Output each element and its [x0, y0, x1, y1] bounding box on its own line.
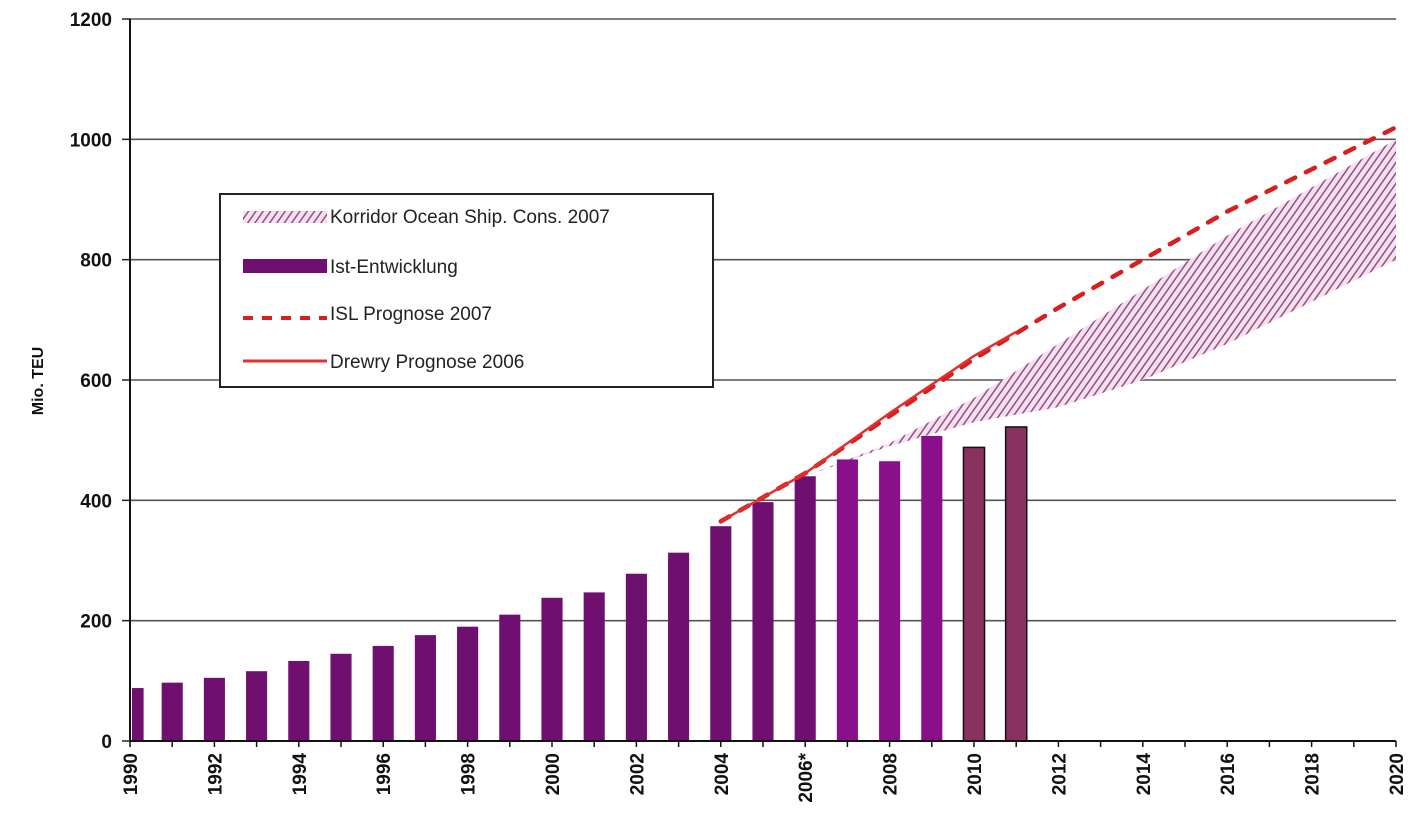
x-tick-label: 2014: [1134, 753, 1155, 796]
bar-1998: [457, 626, 479, 741]
bar-2004: [710, 526, 732, 741]
y-tick-label: 0: [101, 732, 112, 753]
bar-2008: [879, 461, 901, 741]
legend-label-ist: Ist-Entwicklung: [330, 257, 458, 278]
bar-2007: [836, 459, 858, 741]
y-tick-label: 400: [80, 491, 112, 512]
y-tick-label: 800: [80, 251, 112, 272]
x-tick-label: 2010: [965, 753, 986, 795]
x-tick-label: 2006*: [796, 752, 817, 802]
x-tick-label: 2004: [712, 753, 733, 796]
x-tick-label: 2020: [1387, 753, 1408, 795]
y-tick-label: 1200: [70, 10, 112, 31]
bar-2003: [668, 552, 690, 741]
bar-1990: [132, 688, 144, 741]
y-tick-label: 1000: [70, 130, 112, 151]
legend-box: [219, 193, 714, 388]
x-tick-label: 1990: [121, 753, 142, 795]
y-tick-label: 600: [80, 371, 112, 392]
x-tick-label: 2002: [627, 753, 648, 795]
drewry-forecast-line: [720, 330, 1017, 523]
x-tick-label: 2008: [881, 753, 902, 795]
bars: [132, 426, 1028, 742]
bar-1992: [203, 677, 225, 741]
y-axis-ticks: 0 200 400 600 800 1000 1200: [70, 10, 130, 753]
bar-1999: [499, 614, 521, 741]
x-tick-label: 1998: [459, 753, 480, 795]
bar-2005: [752, 502, 774, 741]
bar-1996: [372, 645, 394, 741]
legend-swatch-corridor: [243, 211, 327, 223]
legend-label-isl: ISL Prognose 2007: [330, 304, 492, 325]
corridor-layer: [805, 139, 1396, 477]
bar-1997: [414, 635, 436, 741]
x-tick-label: 2000: [543, 753, 564, 795]
bar-1995: [330, 653, 352, 741]
x-tick-label: 2012: [1049, 753, 1070, 795]
legend: Korridor Ocean Ship. Cons. 2007 Ist-Entw…: [219, 193, 714, 388]
x-tick-label: 2018: [1303, 753, 1324, 795]
x-axis-ticks: 1990 1992 1994 1996 1998 2000 2002 2004 2006* 200…: [121, 741, 1408, 803]
y-tick-label: 200: [80, 612, 112, 633]
bar-2010: [962, 446, 986, 742]
y-axis-title: Mio. TEU: [30, 347, 47, 415]
x-tick-label: 1992: [205, 753, 226, 795]
bar-2001: [583, 592, 605, 741]
bar-1994: [288, 660, 310, 741]
x-tick-label: 1996: [374, 753, 395, 795]
bar-2011: [1004, 426, 1028, 742]
legend-label-drewry: Drewry Prognose 2006: [330, 352, 524, 373]
bar-1991: [161, 682, 183, 741]
bar-2009: [921, 435, 943, 741]
bar-2006: [794, 476, 816, 741]
legend-label-corridor: Korridor Ocean Ship. Cons. 2007: [330, 207, 610, 228]
x-tick-label: 1994: [290, 753, 311, 796]
x-tick-label: 2016: [1218, 753, 1239, 795]
bar-1993: [246, 671, 268, 741]
legend-swatch-ist: [243, 259, 327, 273]
bar-2000: [541, 597, 563, 741]
bar-2002: [625, 573, 647, 741]
corridor-band: [805, 139, 1396, 477]
forecast-lines: [718, 125, 1399, 524]
